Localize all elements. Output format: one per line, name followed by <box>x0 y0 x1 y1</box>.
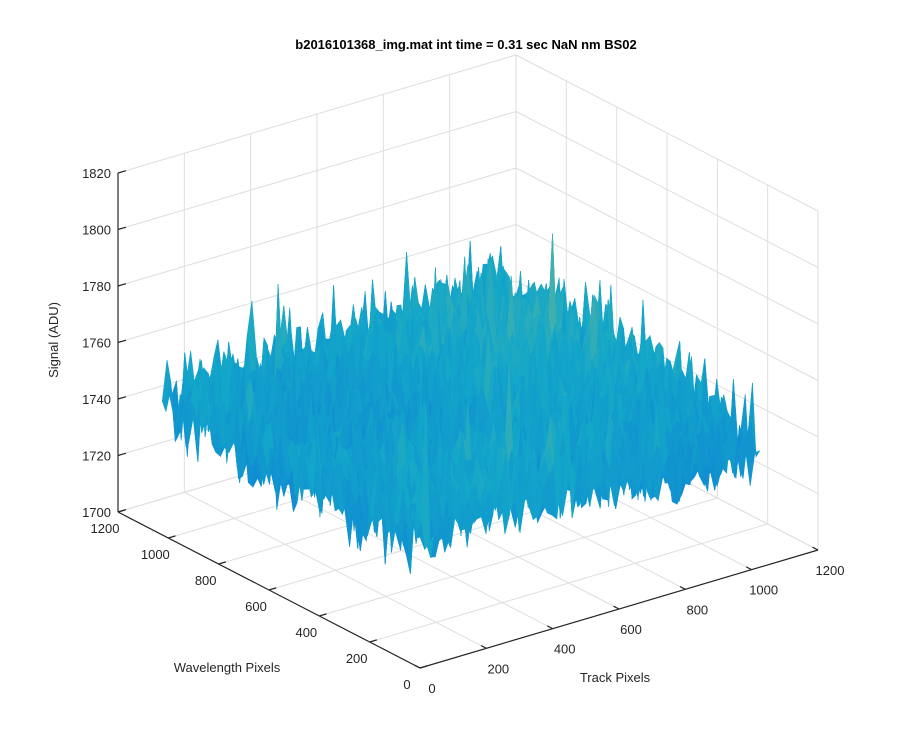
signal-surface <box>161 233 761 574</box>
grid-line <box>117 167 517 287</box>
grid-line <box>515 167 819 325</box>
grid-line <box>117 224 517 343</box>
grid-line <box>515 224 819 381</box>
grid-line <box>117 54 517 174</box>
chart-title: b2016101368_img.mat int time = 0.31 sec … <box>295 37 636 52</box>
grid-line <box>369 523 768 643</box>
grid-line <box>319 497 718 617</box>
grid-line <box>515 111 819 268</box>
grid-line <box>515 54 819 212</box>
grid-line <box>117 111 517 230</box>
